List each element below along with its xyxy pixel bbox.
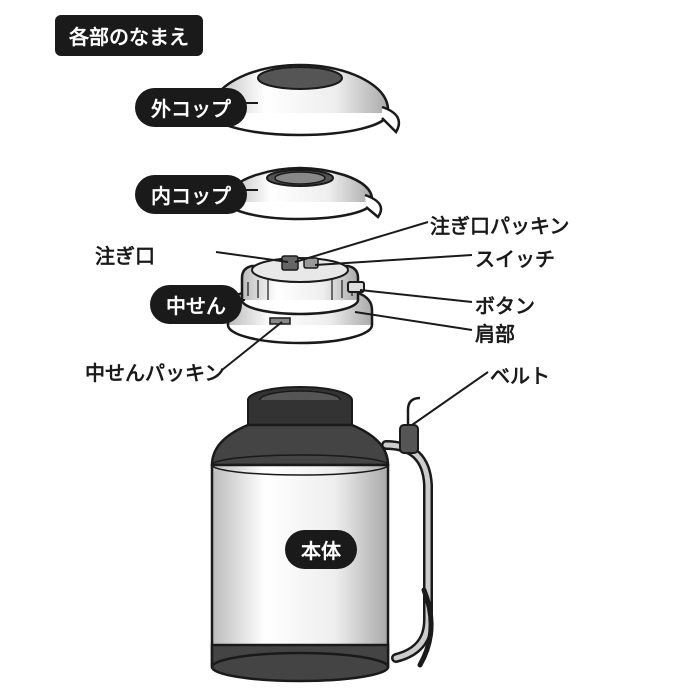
stopper-graphic <box>228 256 372 343</box>
handle-graphic <box>386 398 431 665</box>
label-spout: 注ぎ口 <box>95 240 155 269</box>
label-belt: ベルト <box>490 360 550 389</box>
label-stopper-gasket: 中せんパッキン <box>85 357 224 386</box>
label-spout-gasket: 注ぎ口パッキン <box>430 210 569 239</box>
label-switch: スイッチ <box>475 243 555 272</box>
label-shoulder: 肩部 <box>475 318 515 347</box>
label-stopper: 中せん <box>150 285 242 324</box>
label-inner-cup: 内コップ <box>135 175 247 214</box>
label-outer-cup: 外コップ <box>135 88 247 127</box>
exploded-diagram <box>0 0 700 700</box>
inner-cup-graphic <box>228 168 381 219</box>
label-button: ボタン <box>475 290 535 319</box>
label-body: 本体 <box>285 530 357 569</box>
